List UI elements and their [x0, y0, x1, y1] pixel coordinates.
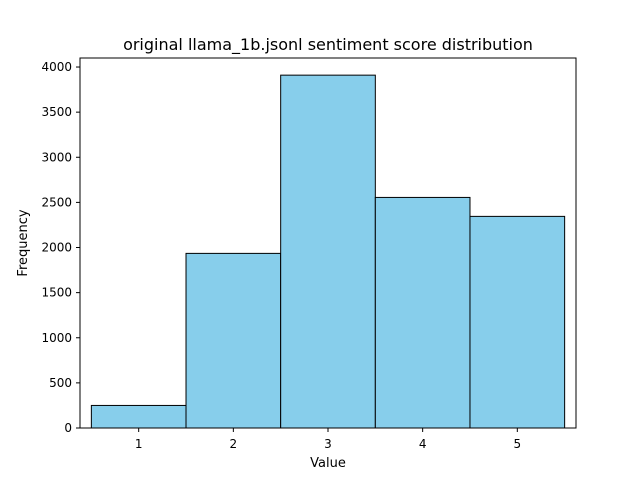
- x-tick-label: 5: [513, 437, 521, 451]
- y-tick-label: 1500: [41, 286, 72, 300]
- y-tick-label: 2500: [41, 195, 72, 209]
- x-tick-label: 1: [135, 437, 143, 451]
- y-tick-label: 4000: [41, 60, 72, 74]
- y-tick-label: 2000: [41, 241, 72, 255]
- plot-area-frame: [79, 57, 577, 429]
- bar-5: [469, 215, 566, 429]
- chart-title: original llama_1b.jsonl sentiment score …: [123, 35, 533, 55]
- bar-1: [90, 404, 187, 429]
- y-tick-label: 3000: [41, 150, 72, 164]
- y-tick-label: 1000: [41, 331, 72, 345]
- bar-3: [280, 74, 376, 429]
- x-axis-ticks: 1 2 3 4 5: [135, 428, 521, 451]
- y-tick-label: 500: [49, 376, 72, 390]
- x-tick-label: 4: [419, 437, 427, 451]
- x-axis-label: Value: [310, 456, 346, 471]
- bars-group: [90, 74, 566, 429]
- y-tick-label: 0: [64, 421, 72, 435]
- y-axis-ticks: 0 500 1000 1500 2000 2500 3000 3500 4000: [41, 60, 80, 435]
- y-tick-label: 3500: [41, 105, 72, 119]
- x-tick-label: 3: [324, 437, 332, 451]
- x-tick-label: 2: [230, 437, 238, 451]
- bar-4: [374, 196, 471, 429]
- y-axis-label: Frequency: [16, 209, 31, 276]
- bar-2: [185, 252, 282, 429]
